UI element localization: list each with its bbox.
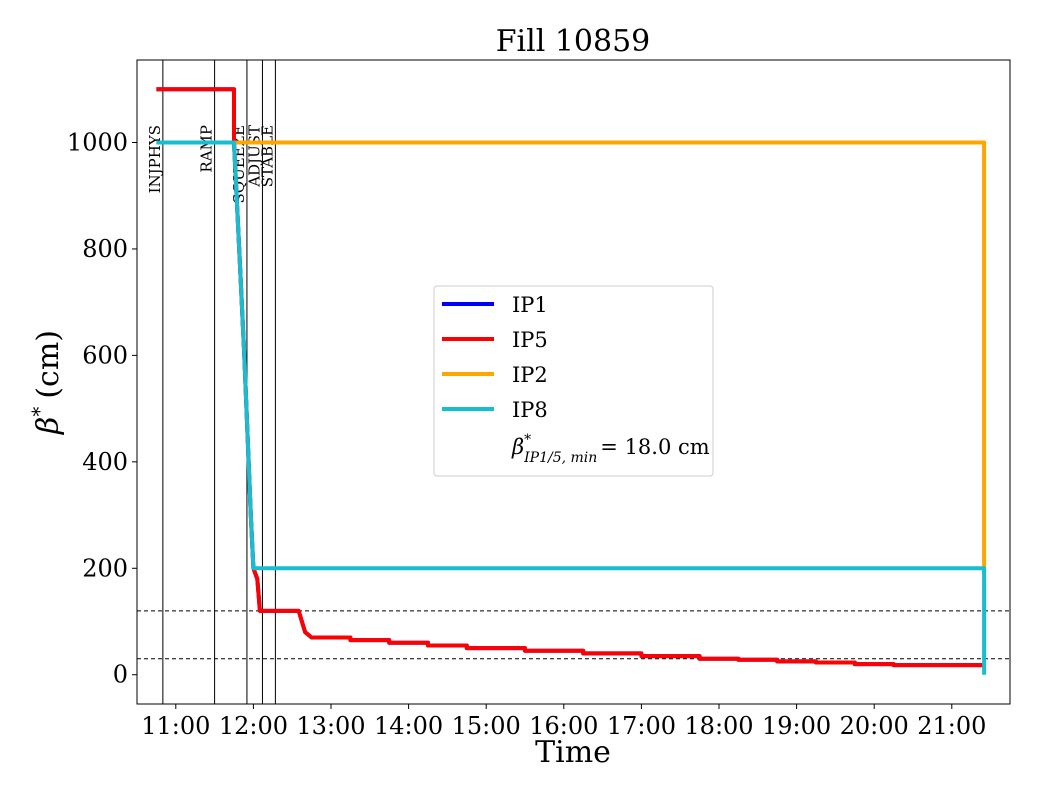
legend-label-ip1: IP1 [512, 293, 548, 317]
y-axis-label-sup: * [27, 407, 51, 417]
legend-label-ip2: IP2 [512, 363, 548, 387]
y-axis-label-unit: (cm) [31, 330, 66, 399]
y-tick-label: 1000 [67, 128, 128, 156]
chart-title: Fill 10859 [496, 24, 651, 59]
legend-items: IP1 IP5 IP2 IP8 [442, 293, 548, 422]
x-axis-label: Time [535, 735, 611, 770]
x-tick-label: 20:00 [840, 712, 909, 740]
x-tick-label: 13:00 [296, 712, 365, 740]
legend-frame [433, 285, 714, 477]
y-axis-ticks: 0 200 400 600 800 1000 [67, 128, 137, 689]
phase-label: STABLE [258, 125, 276, 187]
x-tick-label: 19:00 [762, 712, 831, 740]
legend-label-ip8: IP8 [512, 398, 548, 422]
y-tick-label: 0 [113, 661, 128, 689]
series-line-ip8 [156, 140, 987, 675]
x-tick-label: 14:00 [374, 712, 443, 740]
y-tick-label: 800 [82, 235, 128, 263]
legend-annotation-sub: IP1/5, min [523, 450, 597, 466]
y-axis-label-symbol: β [31, 417, 66, 435]
x-axis-ticks: 11:00 12:00 13:00 14:00 15:00 16:00 17:00 18:00… [141, 704, 986, 740]
y-tick-label: 200 [82, 554, 128, 582]
x-tick-label: 11:00 [141, 712, 210, 740]
x-tick-label: 21:00 [917, 712, 986, 740]
phase-label: INJPHYS [146, 125, 164, 193]
x-tick-label: 15:00 [452, 712, 521, 740]
phase-label: RAMP [198, 125, 216, 173]
y-tick-label: 600 [82, 341, 128, 369]
series-lines [156, 87, 987, 675]
axes-frame [136, 59, 1011, 705]
x-tick-label: 16:00 [529, 712, 598, 740]
legend-annotation-symbol: β [511, 435, 524, 459]
legend-label-ip5: IP5 [512, 328, 548, 352]
legend: IP1 IP5 IP2 IP8 β* IP1/5, min = 18.0 cm [433, 285, 714, 477]
x-tick-label: 17:00 [607, 712, 676, 740]
y-tick-label: 400 [82, 448, 128, 476]
legend-annotation: β* IP1/5, min = 18.0 cm [511, 432, 710, 466]
x-tick-label: 18:00 [684, 712, 753, 740]
legend-annotation-value: = 18.0 cm [600, 435, 709, 459]
y-axis-label: β* (cm) [27, 330, 66, 435]
plot-area [137, 610, 1010, 660]
x-tick-label: 12:00 [219, 712, 288, 740]
legend-annotation-sup: * [524, 432, 531, 448]
